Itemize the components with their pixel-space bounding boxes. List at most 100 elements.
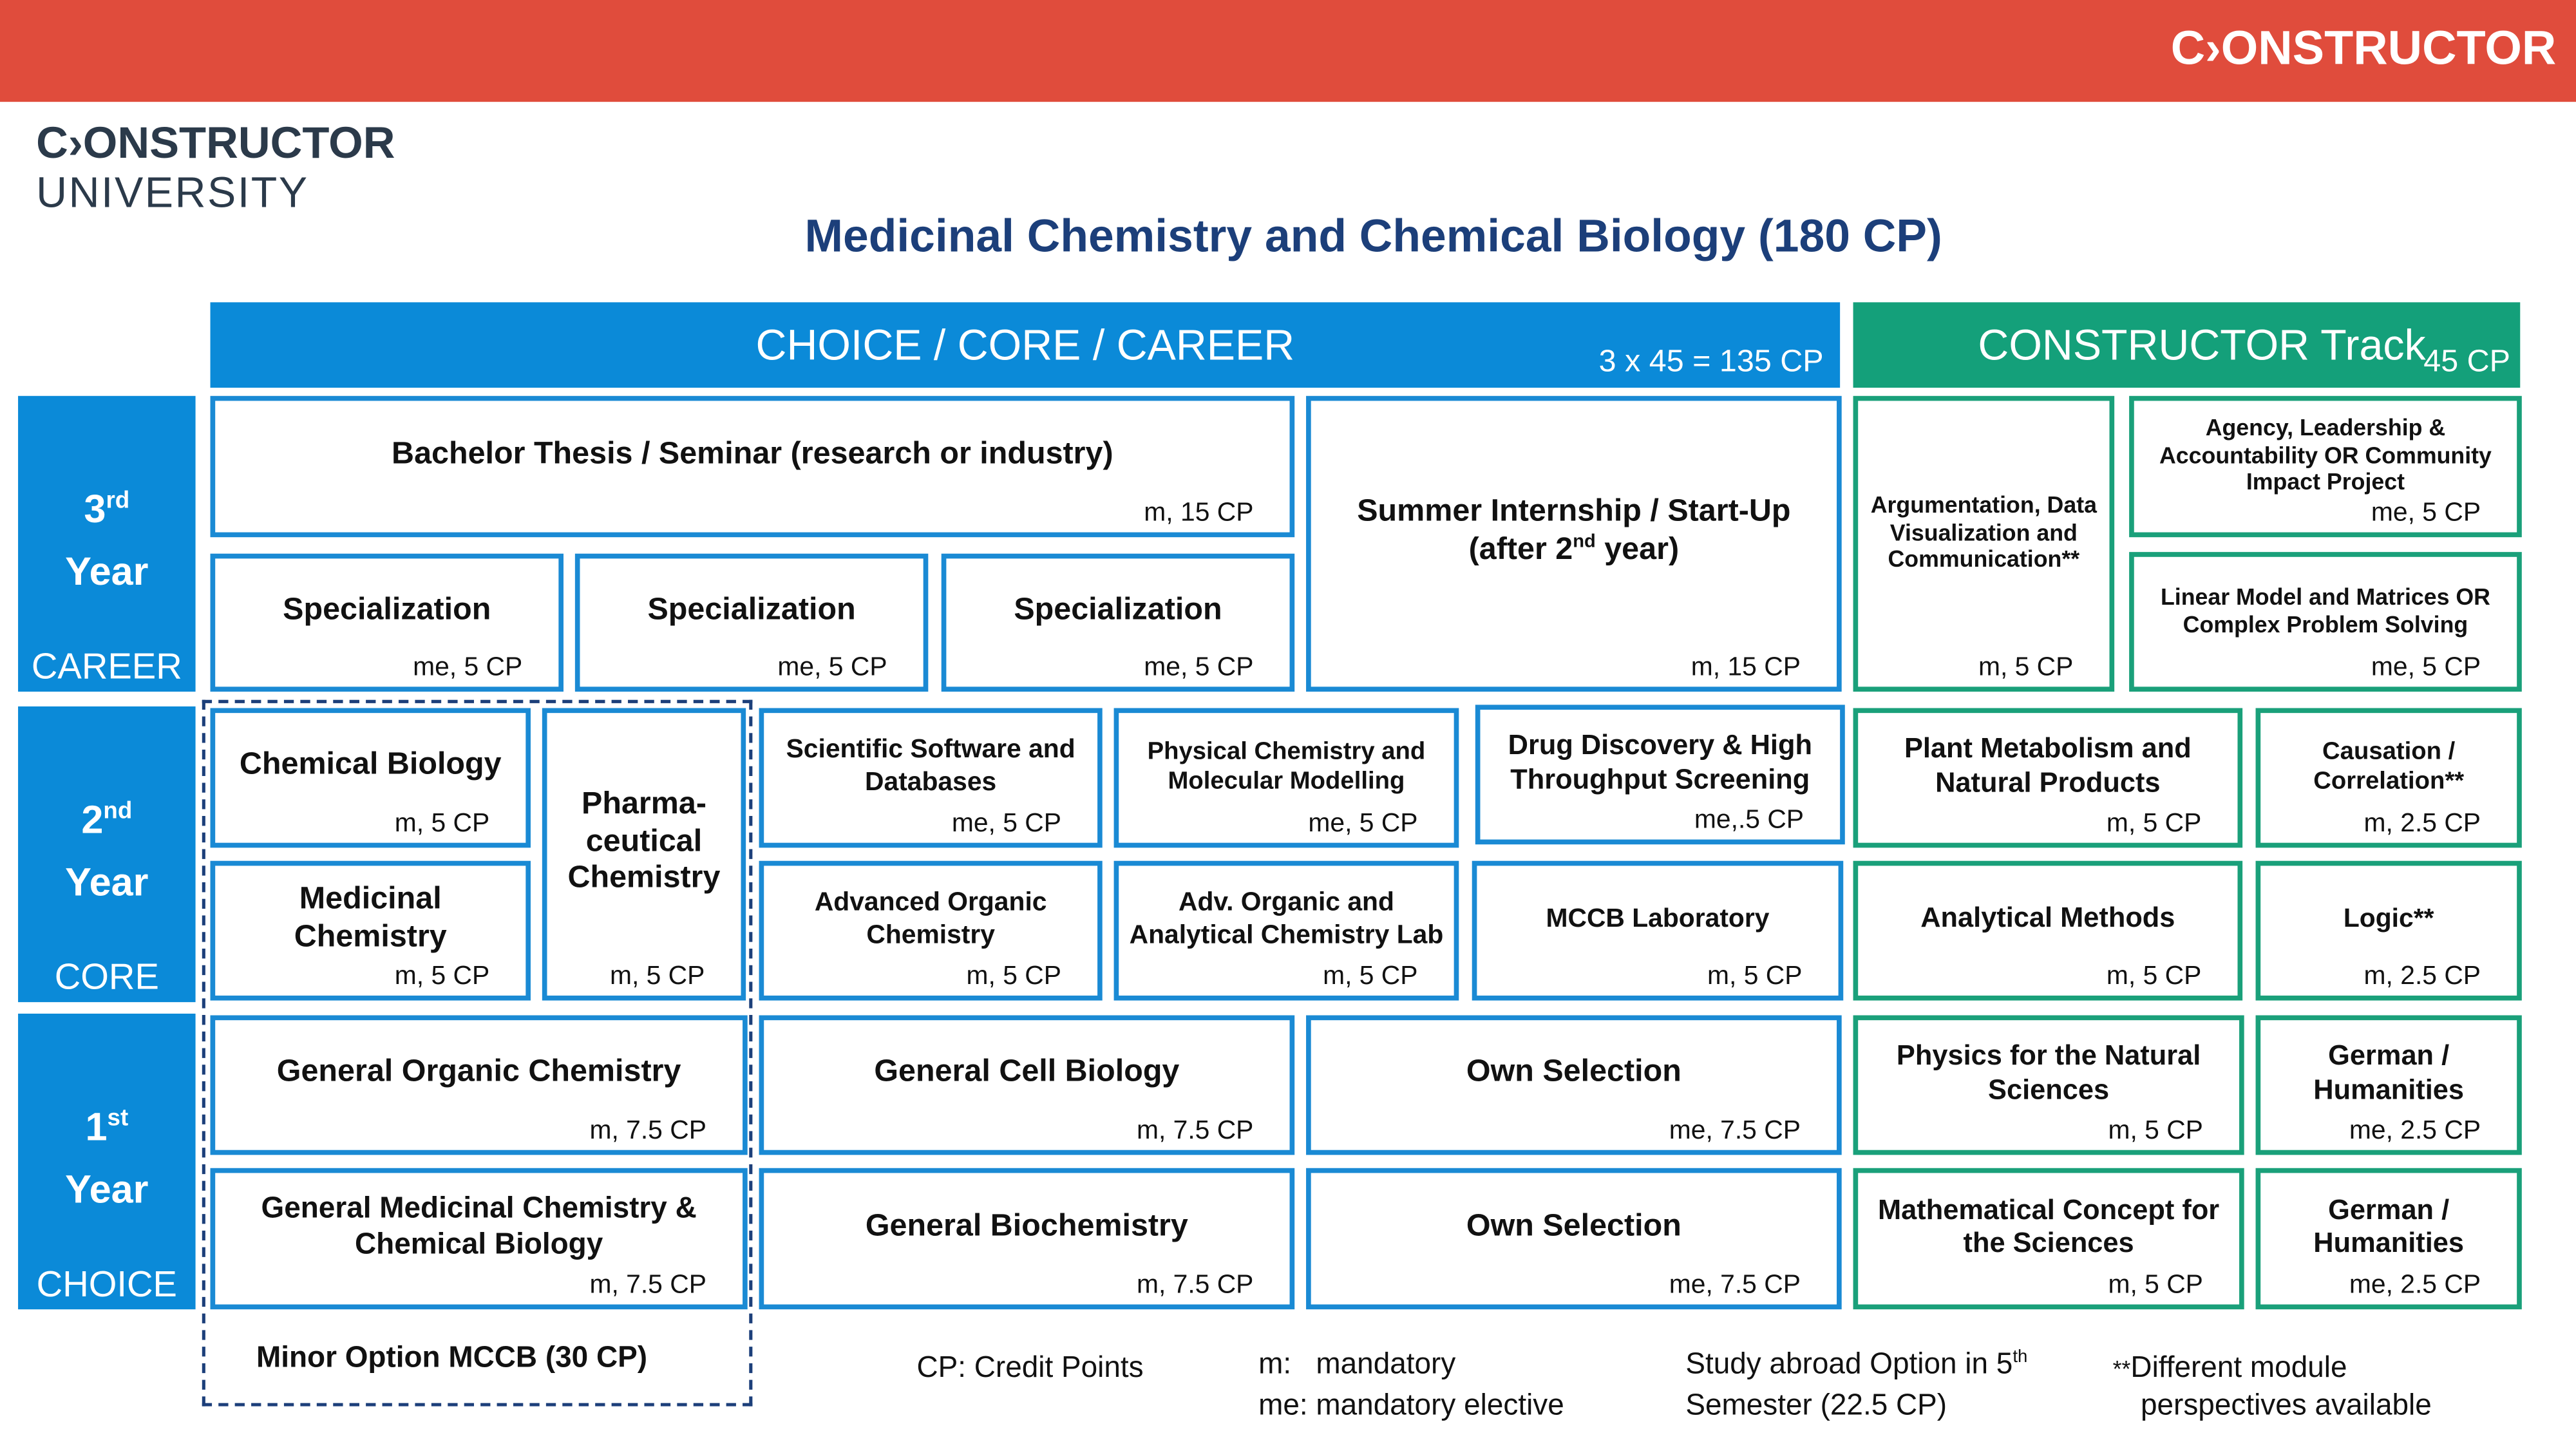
module: Logic** m, 2.5 CP <box>2255 860 2522 1001</box>
module-name-wrap: German / Humanities <box>2271 1020 2507 1127</box>
module-name: Plant Metabolism and Natural Products <box>1904 733 2192 798</box>
module: Summer Internship / Start-Up (after 2nd y… <box>1306 395 1842 692</box>
minor-label: Minor Option MCCB (30 CP) <box>256 1340 648 1374</box>
text: Different module <box>2130 1350 2347 1383</box>
module-name-wrap: Medicinal Chemistry <box>225 866 516 972</box>
module-name-wrap: Specialization <box>225 558 549 663</box>
module-credit: m, 5 CP <box>2106 810 2202 838</box>
module: Own Selection me, 7.5 CP <box>1306 1168 1842 1310</box>
module: Argumentation, Data Visualization and Co… <box>1853 395 2115 692</box>
module-name-wrap: General Medicinal Chemistry & Chemical B… <box>225 1173 732 1281</box>
module-name: Argumentation, Data Visualization and Co… <box>1870 491 2097 573</box>
module-name: Chemical Biology <box>239 747 502 782</box>
module: Medicinal Chemistry m, 5 CP <box>210 860 531 1001</box>
brand: C›ONSTRUCTOR <box>2170 23 2557 76</box>
module-credit: m, 15 CP <box>1690 654 1801 682</box>
module-name: German / Humanities <box>2313 1193 2465 1259</box>
module-name: Bachelor Thesis / Seminar (research or i… <box>392 436 1113 471</box>
module-name: Pharma-ceutical Chemistry <box>567 786 721 896</box>
module-credit: me, 5 CP <box>1144 654 1254 682</box>
module-name: Medicinal Chemistry <box>294 882 447 954</box>
module-name-wrap: Mathematical Concept for the Sciences <box>1868 1173 2230 1281</box>
module: General Organic Chemistry m, 7.5 CP <box>210 1015 748 1155</box>
text: Study abroad Option in 5 <box>1685 1347 2013 1380</box>
module: Linear Model and Matrices OR Complex Pro… <box>2129 552 2522 692</box>
module-credit: m, 2.5 CP <box>2363 810 2481 838</box>
note-part: year) <box>1595 532 1680 567</box>
module-note: (after 2nd year) <box>1469 532 1679 570</box>
module-credit: me, 7.5 CP <box>1669 1117 1801 1146</box>
module-name-wrap: Logic** <box>2271 866 2507 972</box>
module: German / Humanities me, 2.5 CP <box>2255 1015 2522 1155</box>
year-word: Year <box>65 1168 149 1213</box>
year-label: CORE <box>54 956 159 998</box>
module-name: Scientific Software and Databases <box>786 736 1075 796</box>
module-name-wrap: Advanced Organic Chemistry <box>774 866 1088 972</box>
module-name: General Organic Chemistry <box>276 1054 681 1090</box>
module-name-wrap: Linear Model and Matrices OR Complex Pro… <box>2144 557 2507 664</box>
module: General Cell Biology m, 7.5 CP <box>759 1015 1295 1155</box>
module-credit: m, 5 CP <box>2108 1117 2203 1146</box>
module-name: Advanced Organic Chemistry <box>814 889 1047 949</box>
module-name: Physics for the Natural Sciences <box>1896 1040 2201 1105</box>
suffix: st <box>107 1105 129 1132</box>
module-credit: m, 5 CP <box>394 962 490 991</box>
module-name-wrap: Drug Discovery & High Throughput Screeni… <box>1490 710 1830 817</box>
year-word: Year <box>65 860 149 905</box>
module-name-wrap: Physics for the Natural Sciences <box>1868 1020 2230 1127</box>
number: 1 <box>85 1105 108 1150</box>
track-header: CONSTRUCTOR Track 45 CP <box>1853 302 2521 388</box>
module-name: Specialization <box>647 592 856 627</box>
module-name-wrap: Physical Chemistry and Molecular Modelli… <box>1129 713 1444 820</box>
module: Scientific Software and Databases me, 5 C… <box>759 708 1103 848</box>
year-number: 1st <box>18 1106 196 1151</box>
module: Pharma-ceutical Chemistry m, 5 CP <box>542 708 746 1001</box>
module-name-wrap: Scientific Software and Databases <box>774 713 1088 820</box>
module-name: Specialization <box>283 592 491 627</box>
module-name-wrap: Own Selection <box>1321 1173 1827 1281</box>
legend-note-2: perspectives available <box>2140 1388 2432 1421</box>
module: Specialization me, 5 CP <box>210 553 564 692</box>
legend-cp: CP: Credit Points <box>916 1350 1144 1383</box>
module-credit: me,.5 CP <box>1694 806 1804 835</box>
module-name-wrap: General Cell Biology <box>774 1020 1280 1127</box>
module: Bachelor Thesis / Seminar (research or i… <box>210 395 1295 538</box>
module-credit: m, 2.5 CP <box>2363 962 2481 991</box>
module-credit: me, 2.5 CP <box>2349 1117 2481 1146</box>
module-credit: me, 5 CP <box>2371 654 2481 682</box>
module-credit: me, 5 CP <box>777 654 887 682</box>
minor-frame <box>202 699 753 1406</box>
module-credit: m, 15 CP <box>1144 499 1254 527</box>
module: German / Humanities me, 2.5 CP <box>2255 1168 2522 1310</box>
module-credit: m, 7.5 CP <box>1136 1117 1254 1146</box>
module-credit: me, 5 CP <box>2371 499 2481 527</box>
module: Adv. Organic and Analytical Chemistry La… <box>1113 860 1459 1001</box>
module-name-wrap: Specialization <box>956 558 1280 663</box>
note-part: nd <box>1573 532 1596 552</box>
module-credit: m, 7.5 CP <box>1136 1271 1254 1300</box>
module-name: Summer Internship / Start-Up <box>1357 494 1791 529</box>
module: Physical Chemistry and Molecular Modelli… <box>1113 708 1459 848</box>
module-name-wrap: German / Humanities <box>2271 1173 2507 1281</box>
module: General Medicinal Chemistry & Chemical B… <box>210 1168 748 1310</box>
module-name: Own Selection <box>1466 1054 1681 1090</box>
module-credit: me, 2.5 CP <box>2349 1271 2481 1300</box>
logo-bottom: UNIVERSITY <box>36 167 309 217</box>
module-credit: me, 7.5 CP <box>1669 1271 1801 1300</box>
module-credit: me, 5 CP <box>413 654 523 682</box>
module-name: General Cell Biology <box>874 1054 1180 1090</box>
year-box: 3rd Year CAREER <box>18 395 196 692</box>
module: MCCB Laboratory m, 5 CP <box>1472 860 1844 1001</box>
suffix: rd <box>106 488 130 515</box>
module-credit: m, 7.5 CP <box>589 1271 706 1300</box>
track-credits: 45 CP <box>2423 345 2510 380</box>
year-number: 2nd <box>18 799 196 844</box>
module-name-wrap: Chemical Biology <box>225 713 516 820</box>
module-credit: m, 5 CP <box>394 810 490 838</box>
module-name-wrap: Own Selection <box>1321 1020 1827 1127</box>
module-name: Own Selection <box>1466 1208 1681 1244</box>
legend-abroad: Study abroad Option in 5th <box>1685 1347 2027 1382</box>
logo-top: C›ONSTRUCTOR <box>36 118 395 168</box>
module: Analytical Methods m, 5 CP <box>1853 860 2243 1001</box>
